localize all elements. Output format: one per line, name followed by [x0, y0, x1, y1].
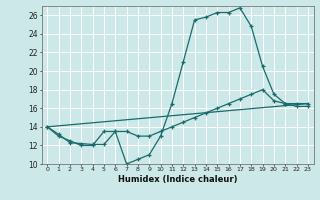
X-axis label: Humidex (Indice chaleur): Humidex (Indice chaleur): [118, 175, 237, 184]
